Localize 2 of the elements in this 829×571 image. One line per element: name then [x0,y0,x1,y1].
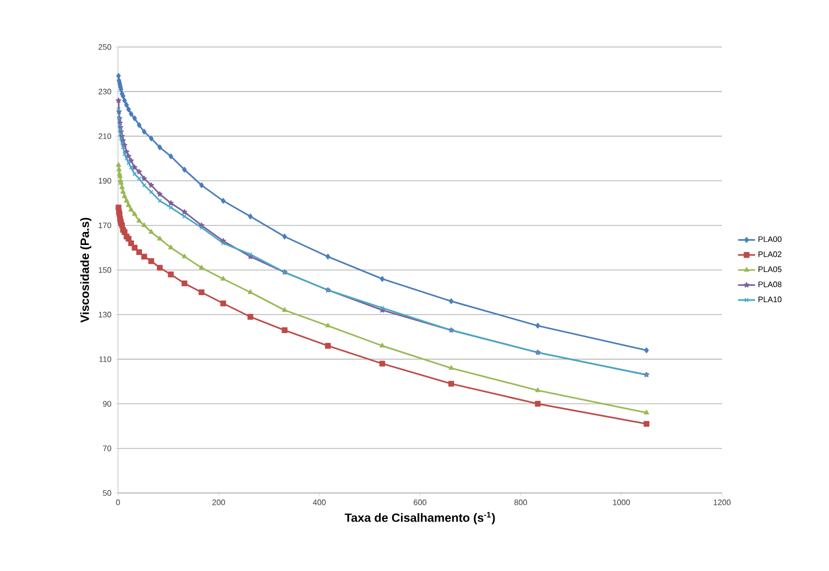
x-axis-title: Taxa de Cisalhamento (s$^{-1}$) [344,512,495,524]
y-axis-title: Viscosidade (Pa.s) [80,218,92,323]
